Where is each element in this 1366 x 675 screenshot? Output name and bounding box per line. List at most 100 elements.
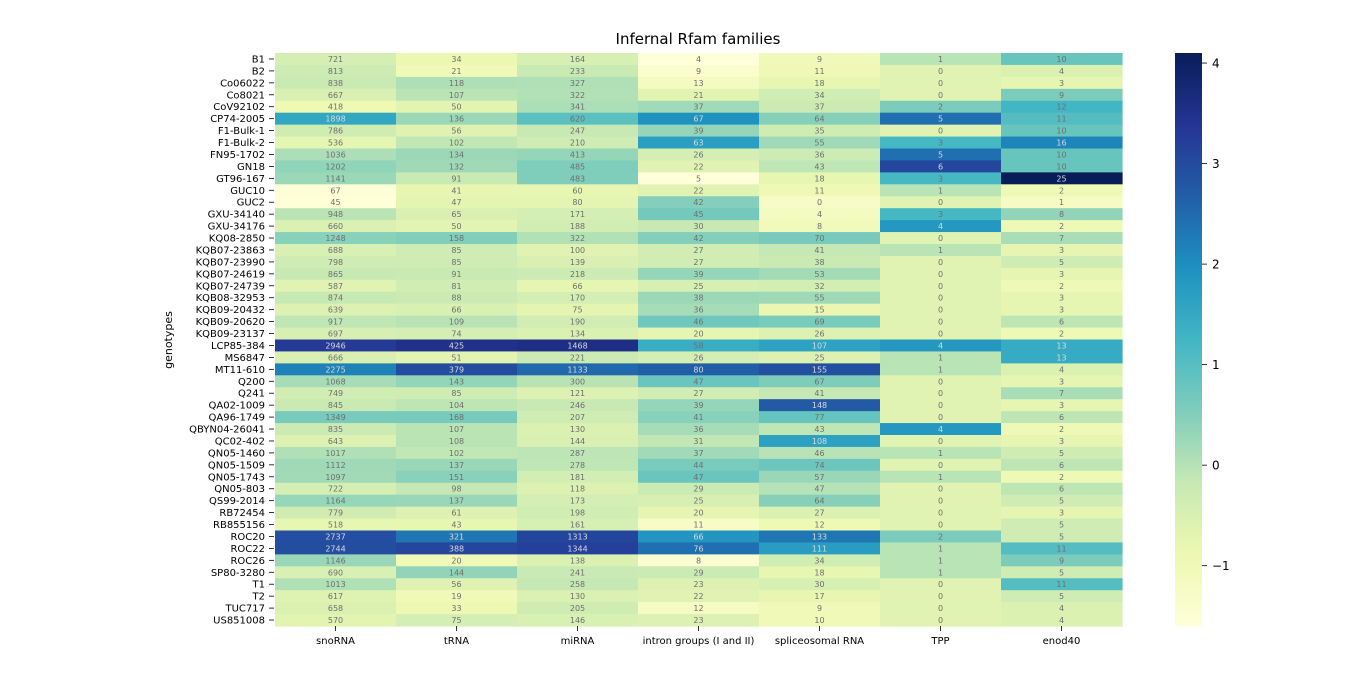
- heatmap-cell: [396, 148, 518, 162]
- cell-value-label: 53: [814, 270, 824, 279]
- heatmap-cell: [759, 255, 881, 269]
- heatmap-cell: [275, 160, 397, 173]
- heatmap-cell: [517, 578, 639, 591]
- cell-value-label: 779: [328, 509, 343, 518]
- row-label: GUC10: [230, 186, 265, 197]
- cell-value-label: 246: [570, 401, 585, 410]
- cell-value-label: 3: [1059, 401, 1064, 410]
- cell-value-label: 22: [693, 162, 703, 171]
- heatmap-cell: [759, 172, 881, 185]
- cell-value-label: 10: [1056, 127, 1066, 136]
- heatmap-cell: [759, 100, 881, 114]
- cell-value-label: 57: [814, 473, 824, 482]
- heatmap-cell: [759, 53, 881, 66]
- cell-value-label: 483: [570, 174, 585, 183]
- cell-value-label: 518: [328, 521, 343, 530]
- heatmap-cell: [275, 542, 397, 555]
- heatmap-cell: [638, 435, 760, 448]
- column-labels: snoRNA tRNA miRNA intron groups (I and II) s…: [316, 626, 1080, 647]
- heatmap-cell: [759, 351, 881, 364]
- column-label: tRNA: [444, 636, 469, 647]
- heatmap-cell: [638, 303, 760, 317]
- heatmap-cell: [396, 196, 518, 209]
- cell-value-label: 121: [570, 389, 585, 398]
- cell-value-label: 6: [1059, 461, 1064, 470]
- cell-value-label: 130: [570, 592, 585, 601]
- cell-value-label: 21: [451, 67, 461, 76]
- cell-value-label: 11: [1056, 580, 1066, 589]
- heatmap-cell: [396, 375, 518, 388]
- heatmap-cell: [275, 220, 397, 233]
- cell-value-label: 11: [693, 521, 703, 530]
- heatmap-cell: [396, 494, 518, 508]
- cell-value-label: 0: [938, 318, 943, 327]
- cell-value-label: 22: [693, 186, 703, 195]
- cell-value-label: 100: [570, 246, 585, 255]
- cell-value-label: 321: [449, 532, 464, 541]
- cell-value-label: 137: [449, 497, 464, 506]
- column-label: snoRNA: [316, 636, 355, 647]
- column-label: spliceosomal RNA: [775, 636, 864, 647]
- heatmap-cell: [759, 578, 881, 591]
- heatmap-cell: [517, 267, 639, 281]
- cell-value-label: 63: [693, 139, 703, 148]
- cell-value-label: 109: [449, 318, 464, 327]
- cell-value-label: 0: [938, 198, 943, 207]
- cell-value-label: 3: [938, 210, 943, 219]
- cell-value-label: 1349: [325, 413, 345, 422]
- heatmap-cell: [517, 554, 639, 567]
- cell-value-label: 138: [570, 556, 585, 565]
- cell-value-label: 658: [328, 604, 343, 613]
- heatmap-cell: [1001, 267, 1123, 281]
- cell-value-label: 37: [693, 103, 703, 112]
- cell-value-label: 5: [938, 115, 943, 124]
- cell-value-label: 22: [693, 592, 703, 601]
- heatmap-cell: [517, 172, 639, 185]
- cell-value-label: 26: [693, 353, 703, 362]
- heatmap-cell: [638, 53, 760, 66]
- heatmap-cell: [396, 315, 518, 329]
- heatmap-cell: [1001, 542, 1123, 555]
- cell-value-label: 1017: [325, 449, 345, 458]
- cell-value-label: 3: [1059, 294, 1064, 303]
- cell-value-label: 4: [938, 425, 943, 434]
- heatmap-cell: [517, 64, 639, 78]
- heatmap-cell: [1001, 423, 1123, 436]
- heatmap-cell: [1001, 136, 1123, 150]
- heatmap-cell: [275, 530, 397, 544]
- heatmap-cell: [275, 602, 397, 615]
- cell-value-label: 134: [570, 330, 585, 339]
- heatmap-cell: [1001, 470, 1123, 484]
- cell-value-label: 161: [570, 521, 585, 530]
- cell-value-label: 41: [451, 186, 461, 195]
- heatmap-cell: [275, 339, 397, 353]
- heatmap-cell: [1001, 279, 1123, 293]
- cell-value-label: 4: [1059, 365, 1064, 374]
- cell-value-label: 56: [451, 580, 461, 589]
- heatmap-cell: [517, 53, 639, 66]
- heatmap-cell: [1001, 184, 1123, 197]
- cell-value-label: 168: [449, 413, 464, 422]
- heatmap-cell: [759, 363, 881, 376]
- cell-value-label: 2: [1059, 282, 1064, 291]
- row-label: B1: [252, 54, 265, 65]
- heatmap-cell: [517, 375, 639, 388]
- cell-value-label: 39: [693, 401, 703, 410]
- cell-value-label: 8: [1059, 210, 1064, 219]
- cell-value-label: 3: [1059, 79, 1064, 88]
- heatmap-cell: [396, 458, 518, 472]
- cell-value-label: 948: [328, 210, 343, 219]
- heatmap-cell: [759, 566, 881, 579]
- heatmap-cell: [517, 220, 639, 233]
- cell-value-label: 0: [938, 389, 943, 398]
- heatmap-cell: [880, 518, 1002, 532]
- heatmap-cell: [275, 458, 397, 472]
- cell-value-label: 151: [449, 473, 464, 482]
- cell-value-label: 20: [451, 556, 461, 565]
- heatmap-cell: [638, 327, 760, 341]
- cell-value-label: 41: [814, 246, 824, 255]
- heatmap-cell: [517, 208, 639, 221]
- cell-value-label: 20: [693, 330, 703, 339]
- heatmap-cell: [396, 578, 518, 591]
- heatmap-cell: [517, 76, 639, 90]
